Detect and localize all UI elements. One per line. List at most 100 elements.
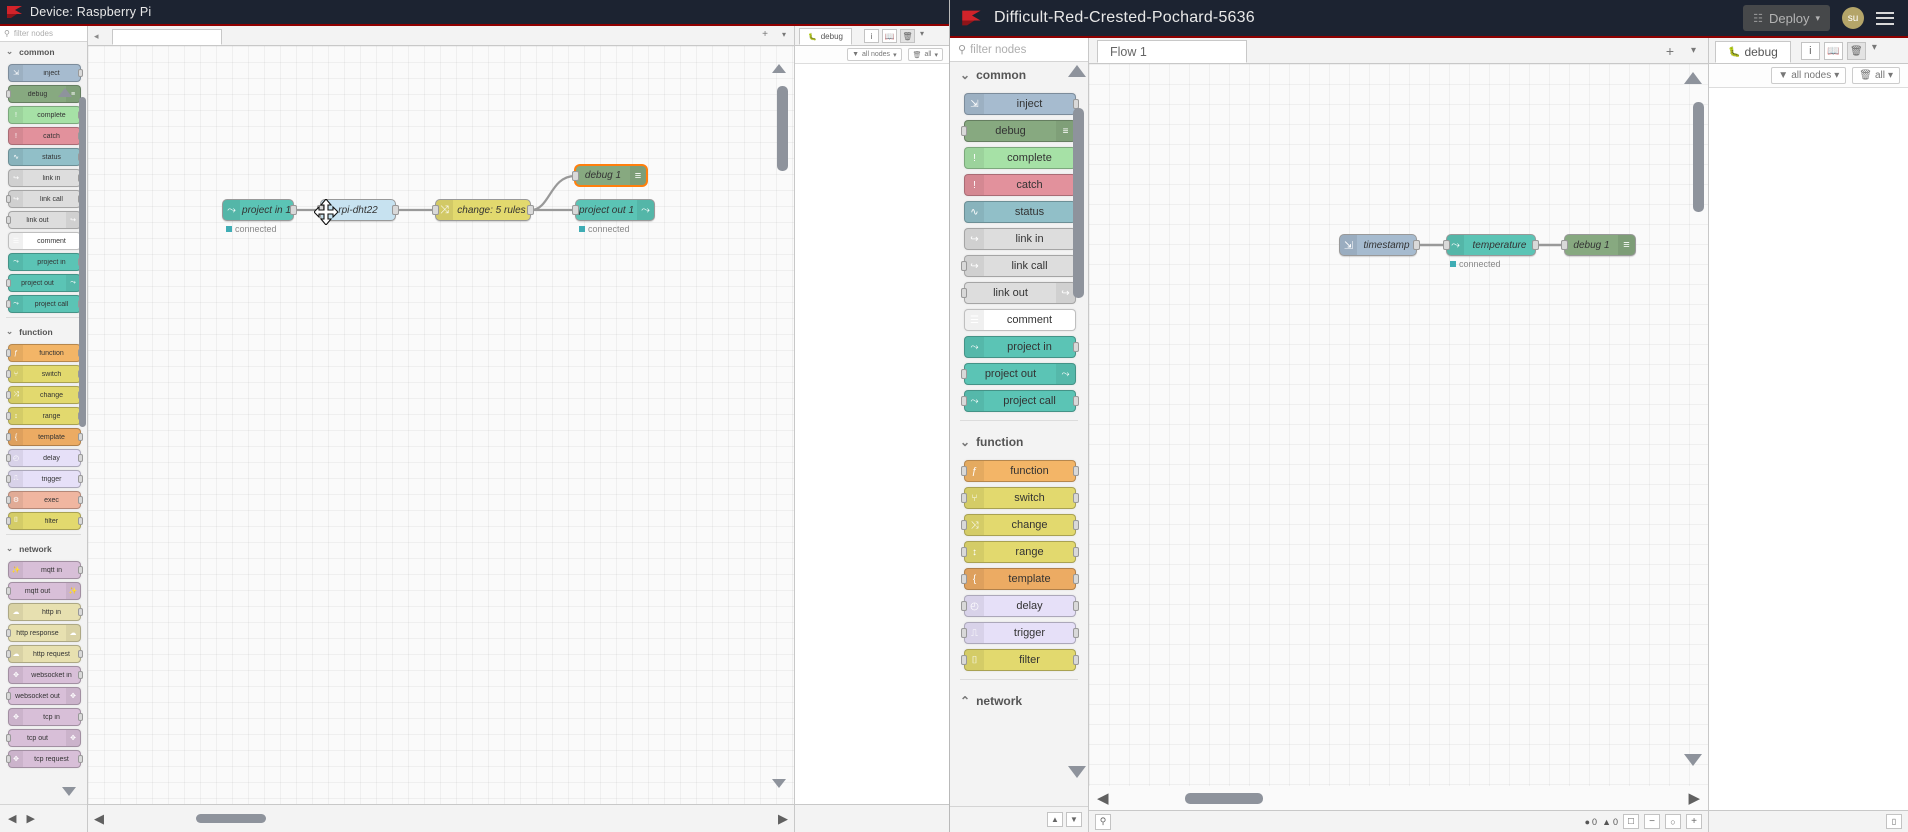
node-output-port[interactable] <box>1413 240 1420 250</box>
node-input-port[interactable] <box>961 628 968 638</box>
node-output-port[interactable] <box>1072 466 1079 476</box>
right-palette-scroll-up[interactable] <box>1068 65 1086 77</box>
palette-node-link-in[interactable]: ↪ link in <box>964 228 1079 250</box>
node-input-port[interactable] <box>5 734 11 742</box>
node-input-port[interactable] <box>5 587 11 595</box>
palette-node-project-in[interactable]: ⤳ project in <box>8 253 84 271</box>
left-canvas[interactable]: + ▾ ◂ ⤳ project in 1 connected rpi-dht22 ⤨ ch… <box>88 26 794 832</box>
palette-node-tcp-request[interactable]: ✥ tcp request <box>5 750 84 768</box>
flow-node-project-out-1[interactable]: ⤳ project out 1 <box>572 199 655 221</box>
node-input-port[interactable] <box>5 90 11 98</box>
node-output-port[interactable] <box>78 608 84 616</box>
palette-category-function[interactable]: ⌄ function <box>950 429 1088 455</box>
palette-node-inject[interactable]: ⇲ inject <box>8 64 84 82</box>
right-canvas-scroll-down[interactable] <box>1684 754 1702 766</box>
palette-node-http-request[interactable]: ☁ http request <box>5 645 84 663</box>
caret-left-icon[interactable]: ◀ <box>8 813 17 825</box>
right-palette-scroll-thumb[interactable] <box>1073 108 1084 298</box>
left-palette-scroll-thumb[interactable] <box>79 97 86 427</box>
palette-node-template[interactable]: {template <box>5 428 84 446</box>
node-input-port[interactable] <box>961 288 968 298</box>
node-input-port[interactable] <box>961 126 968 136</box>
canvas-nav-right-icon[interactable]: ▶ <box>778 810 788 826</box>
palette-node-mqtt-in[interactable]: ✨ mqtt in <box>8 561 84 579</box>
palette-node-complete[interactable]: ! complete <box>964 147 1079 169</box>
node-input-port[interactable] <box>961 520 968 530</box>
palette-node-link-call[interactable]: ↪ link call <box>961 255 1079 277</box>
node-output-port[interactable] <box>78 755 84 763</box>
node-input-port[interactable] <box>961 655 968 665</box>
tab-flow-1[interactable]: Flow 1 <box>1097 40 1247 63</box>
error-indicator[interactable]: ● 0 <box>1585 817 1597 827</box>
flow-node-debug-1[interactable]: ≡ debug 1 <box>572 165 647 186</box>
dashboard-button[interactable]: 📖 <box>881 29 897 43</box>
zoom-reset-icon[interactable]: ○ <box>1665 814 1681 829</box>
palette-node-range[interactable]: ↕ range <box>961 541 1079 563</box>
node-input-port[interactable] <box>961 466 968 476</box>
node-input-port[interactable] <box>961 574 968 584</box>
right-filter-all[interactable]: 🗑 all ▾ <box>1852 67 1900 84</box>
palette-node-trigger[interactable]: ⎍ trigger <box>961 622 1079 644</box>
zoom-in-icon[interactable]: + <box>1686 814 1702 829</box>
node-output-port[interactable] <box>78 517 84 525</box>
node-input-port[interactable] <box>5 650 11 658</box>
left-filter-all-nodes[interactable]: ▼ all nodes ▾ <box>847 48 902 61</box>
node-input-port[interactable] <box>432 205 439 215</box>
palette-node-comment[interactable]: ☰ comment <box>8 232 81 250</box>
palette-collapse-down-button[interactable]: ▼ <box>1066 812 1082 827</box>
left-canvas-scroll-thumb[interactable] <box>777 86 788 171</box>
palette-node-link-out[interactable]: ↪ link out <box>961 282 1076 304</box>
left-palette-scroll-down[interactable] <box>62 787 76 796</box>
trash-button[interactable]: 🗑 <box>899 29 915 43</box>
canvas-nav-left-icon[interactable]: ◀ <box>94 810 104 826</box>
node-input-port[interactable] <box>961 369 968 379</box>
node-output-port[interactable] <box>527 205 534 215</box>
palette-node-link-in[interactable]: ↪ link in <box>8 169 84 187</box>
caret-right-icon[interactable]: ▶ <box>1688 790 1700 807</box>
node-output-port[interactable] <box>392 205 399 215</box>
palette-node-delay[interactable]: ◴ delay <box>961 595 1079 617</box>
flow-node-timestamp[interactable]: ⇲ timestamp <box>1339 234 1420 256</box>
node-input-port[interactable] <box>5 496 11 504</box>
warning-indicator[interactable]: ▲ 0 <box>1602 817 1618 827</box>
palette-node-complete[interactable]: ! complete <box>8 106 84 124</box>
node-input-port[interactable] <box>5 412 11 420</box>
node-input-port[interactable] <box>961 396 968 406</box>
zoom-out-icon[interactable]: − <box>1644 814 1660 829</box>
palette-node-exec[interactable]: ⚙ exec <box>5 491 84 509</box>
node-output-port[interactable] <box>1072 655 1079 665</box>
palette-category-common[interactable]: ⌄ common <box>950 62 1088 88</box>
node-input-port[interactable] <box>5 692 11 700</box>
plus-icon[interactable]: + <box>1665 43 1674 59</box>
right-canvas-viewport[interactable]: ⇲ timestamp ⤳ temperature connected ≡ debug 1 <box>1089 64 1708 786</box>
flow-node-change-5-rules[interactable]: ⤨ change: 5 rules <box>432 199 534 221</box>
node-output-port[interactable] <box>78 475 84 483</box>
flow-node-project-in-1[interactable]: ⤳ project in 1 <box>222 199 297 221</box>
plus-icon[interactable]: + <box>762 29 768 40</box>
right-palette-search[interactable]: ⚲ filter nodes <box>950 38 1088 62</box>
deploy-button[interactable]: ☷ Deploy ▾ <box>1743 5 1830 31</box>
right-canvas-scroll-thumb[interactable] <box>1693 102 1704 212</box>
left-palette-scroll-up[interactable] <box>58 88 72 97</box>
node-output-port[interactable] <box>1072 601 1079 611</box>
palette-node-switch[interactable]: ⑂ switch <box>5 365 84 383</box>
palette-node-websocket-out[interactable]: ✥ websocket out <box>5 687 81 705</box>
right-sidebar-tab-debug[interactable]: 🐛 debug <box>1715 41 1791 63</box>
chevron-down-icon[interactable]: ▾ <box>1871 42 1877 53</box>
left-canvas-hscroll-thumb[interactable] <box>196 814 266 823</box>
node-output-port[interactable] <box>1532 240 1539 250</box>
right-palette-list[interactable]: ⌄ common ⇲ inject ≡ debug! complete! catch ∿ stat… <box>950 62 1088 806</box>
caret-left-icon[interactable]: ◀ <box>1097 790 1109 807</box>
left-sidebar-messages[interactable] <box>795 64 949 804</box>
left-palette-search[interactable]: ⚲ filter nodes <box>0 26 87 42</box>
palette-node-status[interactable]: ∿ status <box>8 148 84 166</box>
terminal-icon[interactable]: ▯ <box>1886 814 1902 829</box>
node-input-port[interactable] <box>1561 240 1568 250</box>
right-canvas-scroll-up[interactable] <box>1684 72 1702 84</box>
palette-node-tcp-in[interactable]: ✥ tcp in <box>8 708 84 726</box>
node-input-port[interactable] <box>5 349 11 357</box>
canvas-search-button[interactable]: ⚲ <box>1095 813 1111 830</box>
node-input-port[interactable] <box>5 517 11 525</box>
node-input-port[interactable] <box>5 391 11 399</box>
left-flow-tab[interactable] <box>112 29 222 45</box>
